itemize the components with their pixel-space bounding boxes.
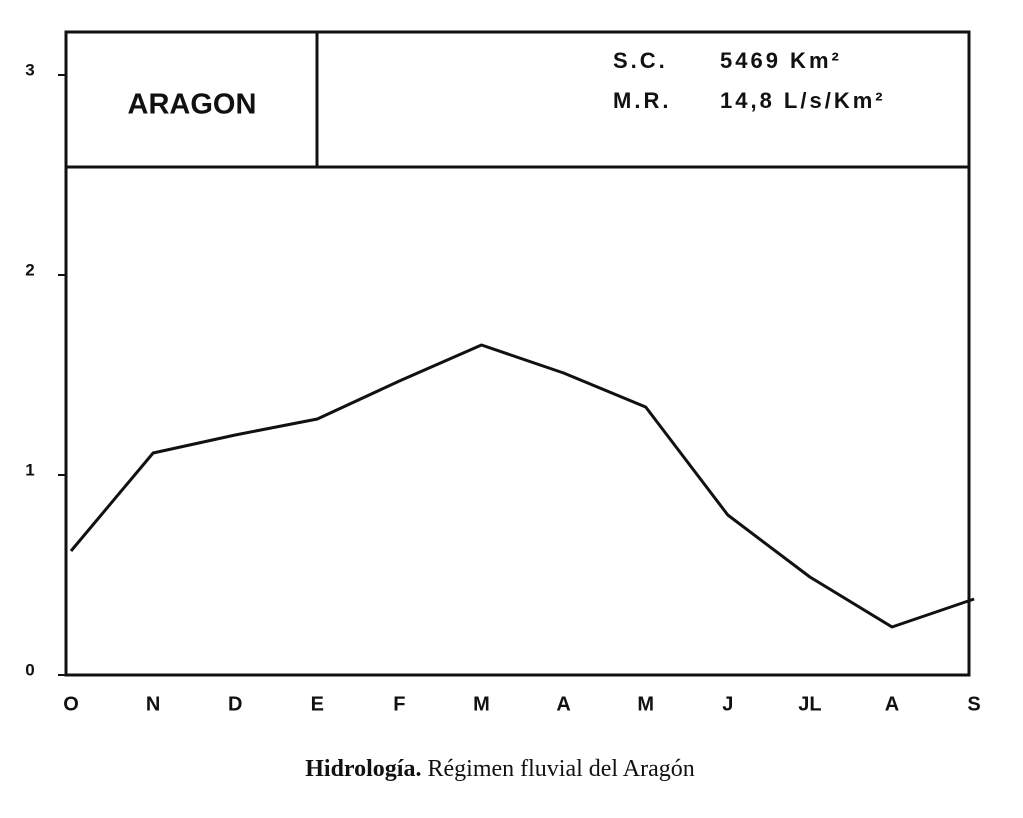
y-tick-label: 3	[25, 60, 34, 79]
annotation: 5469 Km²	[720, 48, 842, 73]
y-tick-label: 1	[25, 460, 34, 479]
x-tick-label: M	[473, 693, 490, 715]
caption: Hidrología. Régimen fluvial del Aragón	[305, 756, 695, 782]
data-line	[69, 343, 975, 629]
x-tick-label: O	[63, 693, 79, 715]
x-tick-label: D	[228, 693, 242, 715]
annotation: S.C.	[613, 48, 668, 73]
x-tick-label: N	[146, 693, 160, 715]
annotation: 14,8 L/s/Km²	[720, 88, 886, 113]
caption-bold: Hidrología.	[305, 756, 421, 782]
x-tick-label: M	[637, 693, 654, 715]
caption-text: Régimen fluvial del Aragón	[427, 756, 694, 782]
x-tick-label: F	[393, 693, 405, 715]
annotation: M.R.	[613, 88, 671, 113]
x-tick-label: A	[885, 693, 899, 715]
x-tick-label: E	[311, 693, 324, 715]
x-tick-label: J	[722, 693, 733, 715]
y-tick-label: 0	[25, 660, 34, 679]
plot-frame	[64, 30, 971, 677]
region-label: ARAGON	[128, 89, 257, 121]
y-tick-label: 2	[25, 260, 34, 279]
x-tick-label: JL	[798, 693, 821, 715]
x-tick-label: S	[967, 693, 980, 715]
x-tick-label: A	[556, 693, 570, 715]
